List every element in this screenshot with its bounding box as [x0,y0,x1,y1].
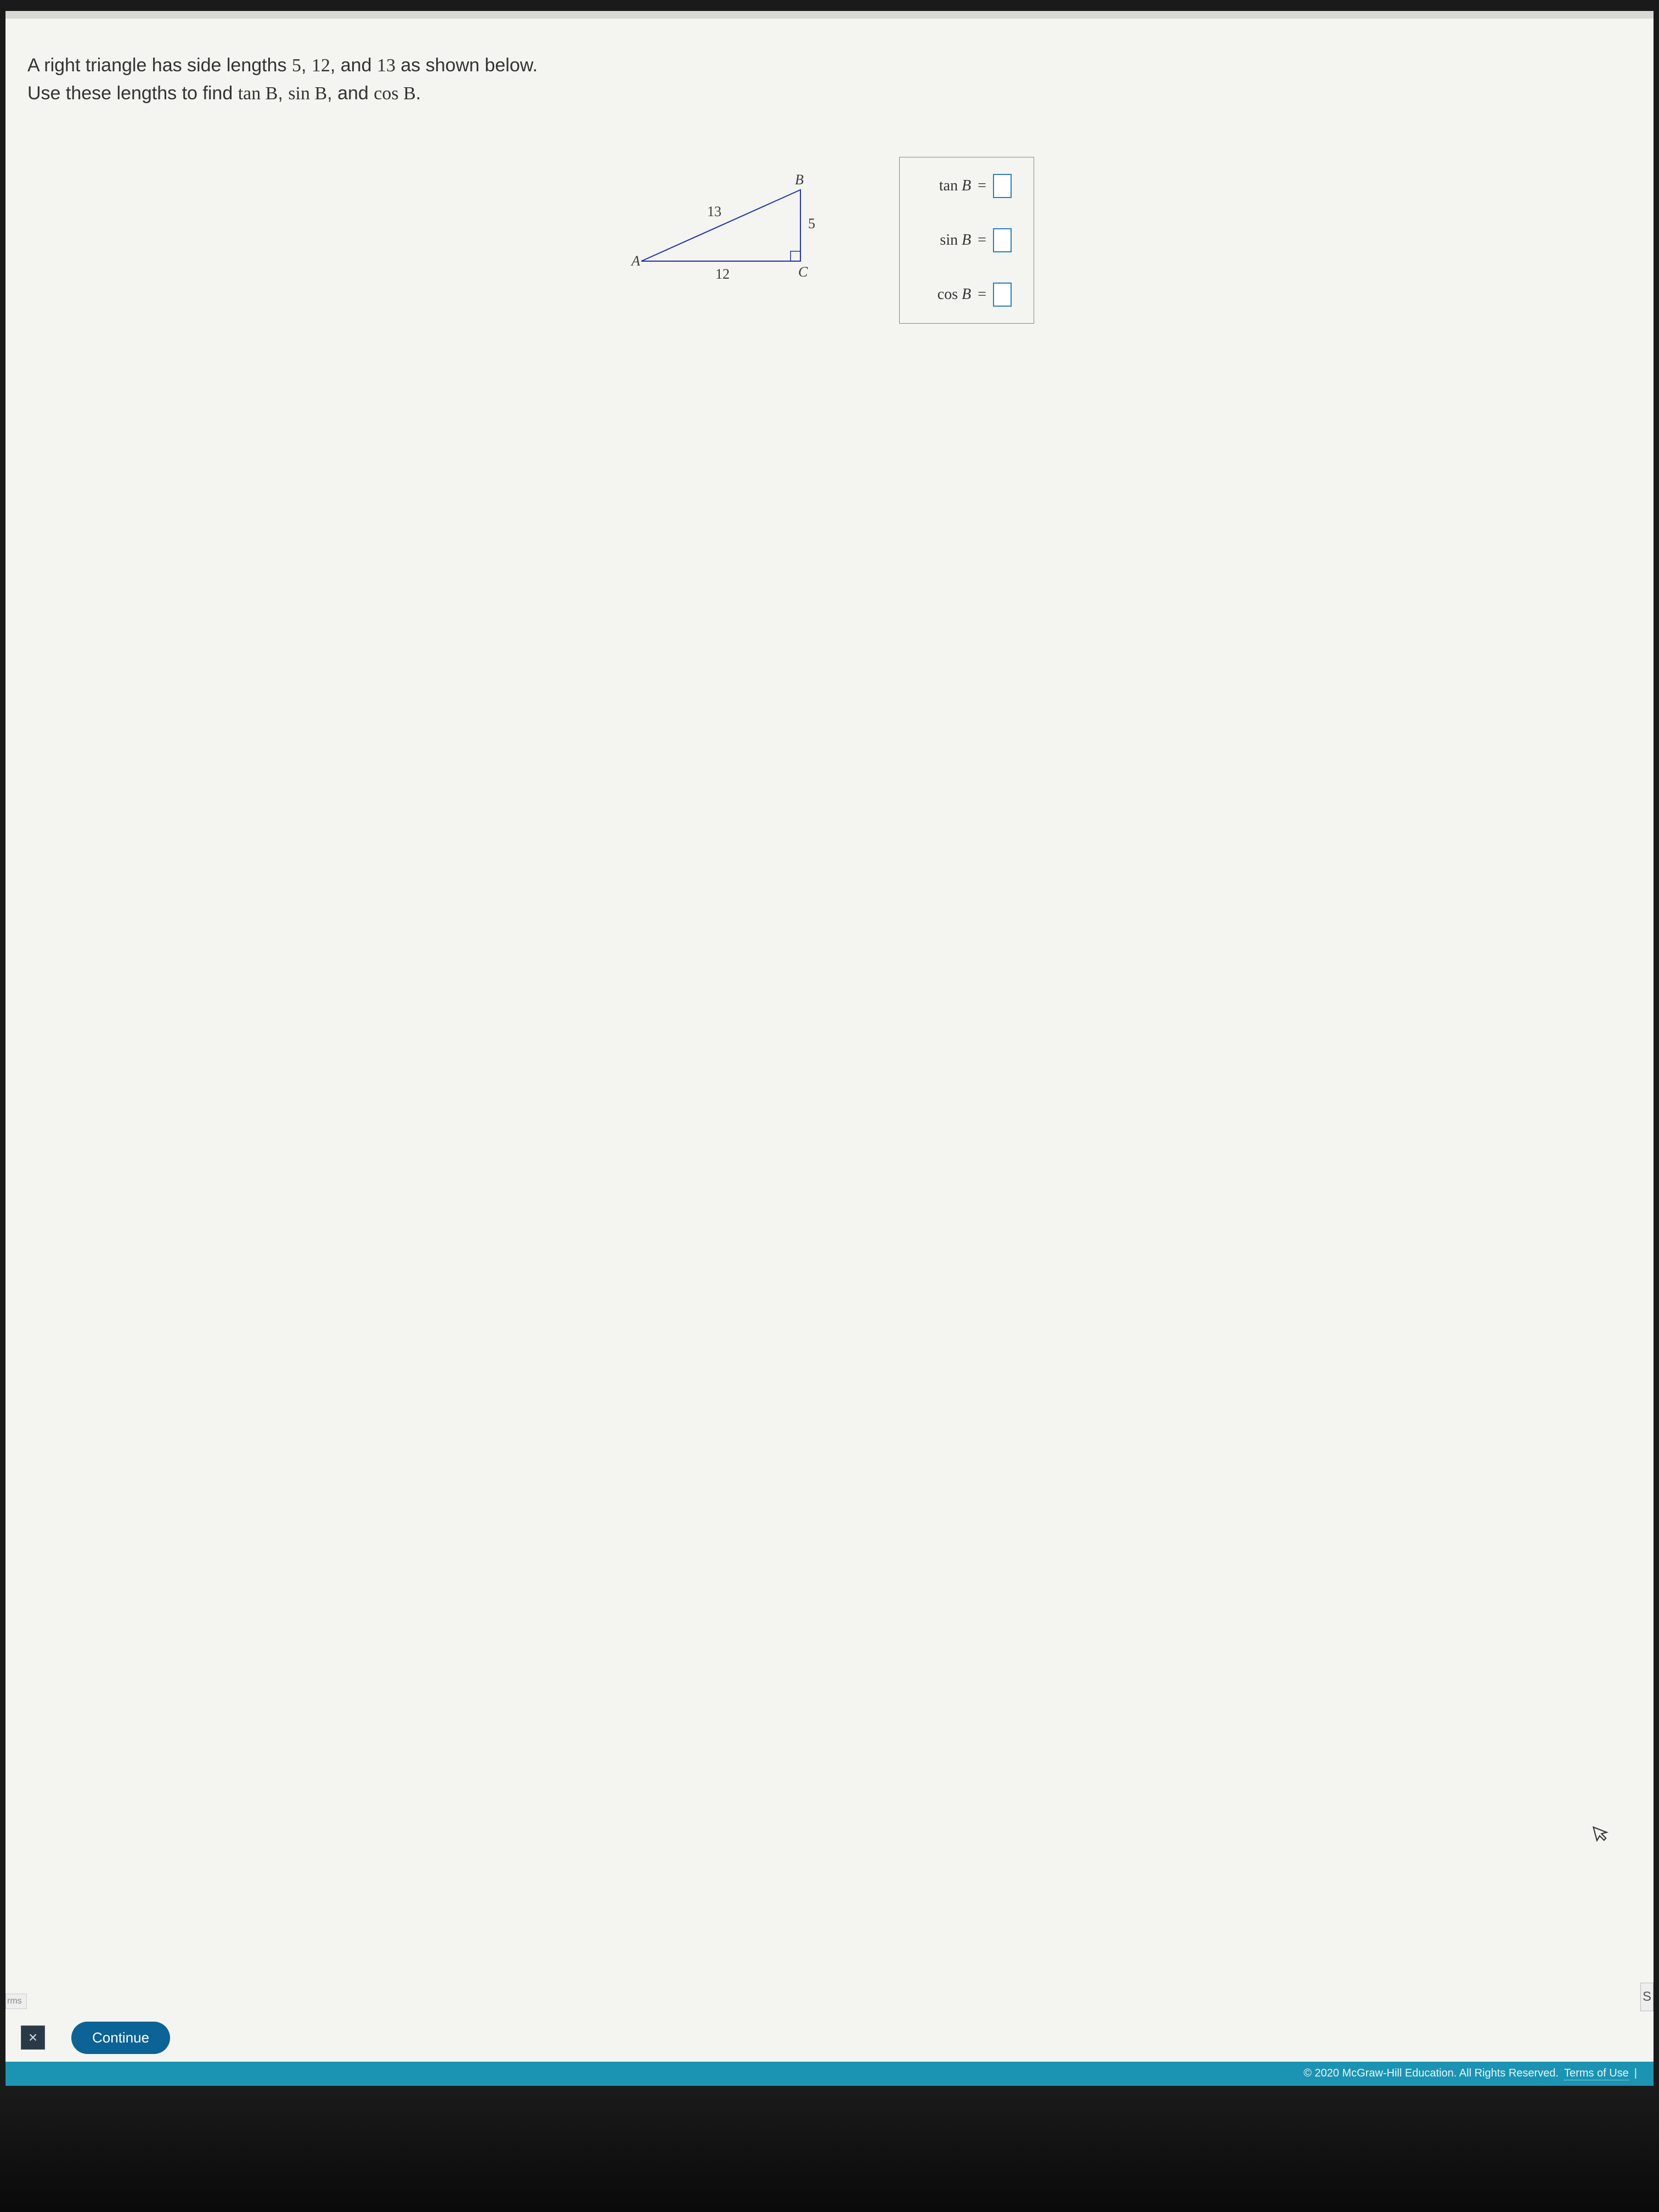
answer-row-cos: cos B = [916,283,1012,307]
answer-label: tan B [916,177,971,195]
footer-strip: © 2020 McGraw-Hill Education. All Rights… [5,2062,1654,2086]
num: 5 [292,55,301,76]
side-adj-label: 12 [715,266,730,282]
num: 12 [312,55,330,76]
right-angle-mark [791,251,800,261]
side-opp-label: 5 [808,216,815,232]
tan-input[interactable] [993,174,1012,198]
answer-label: cos B [916,286,971,303]
text: . [416,83,421,104]
answer-row-sin: sin B = [916,228,1012,252]
equals: = [978,177,986,195]
func: cos B [374,83,416,104]
num: 13 [377,55,396,76]
problem-area: A right triangle has side lengths 5, 12,… [5,19,1654,2012]
terms-link[interactable]: Terms of Use [1564,2067,1629,2080]
vertex-a-label: A [630,253,640,269]
left-fragment: rms [5,1994,27,2009]
answer-label: sin B [916,232,971,249]
pipe: | [1634,2067,1637,2080]
vertex-b-label: B [795,172,804,188]
func: sin B [288,83,327,104]
cursor-icon [1592,1822,1612,1849]
right-fragment[interactable]: S [1640,1983,1654,2011]
laptop-base [0,2091,1659,2212]
continue-button[interactable]: Continue [71,2022,170,2054]
text: , and [327,83,374,104]
text: , [301,55,312,76]
answer-panel: tan B = sin B = cos B = [899,157,1034,324]
app-screen: A right triangle has side lengths 5, 12,… [5,11,1654,2086]
text: , and [330,55,377,76]
copyright-text: © 2020 McGraw-Hill Education. All Rights… [1304,2067,1559,2080]
text: Use these lengths to find [27,83,238,104]
answer-row-tan: tan B = [916,174,1012,198]
bottom-bar: Continue [5,2012,1654,2062]
text: A right triangle has side lengths [27,55,292,76]
close-button[interactable]: × [21,2025,45,2050]
diagram-row: A B C 13 5 12 tan B = sin B = [27,157,1626,324]
cos-input[interactable] [993,283,1012,307]
func: tan B [238,83,278,104]
equals: = [978,286,986,303]
text: , [278,83,288,104]
problem-statement: A right triangle has side lengths 5, 12,… [27,52,1626,108]
side-hyp-label: 13 [707,204,721,219]
text: as shown below. [396,55,538,76]
triangle-diagram: A B C 13 5 12 [619,157,839,289]
vertex-c-label: C [798,264,808,280]
triangle-shape [641,190,800,261]
sin-input[interactable] [993,228,1012,252]
equals: = [978,232,986,249]
